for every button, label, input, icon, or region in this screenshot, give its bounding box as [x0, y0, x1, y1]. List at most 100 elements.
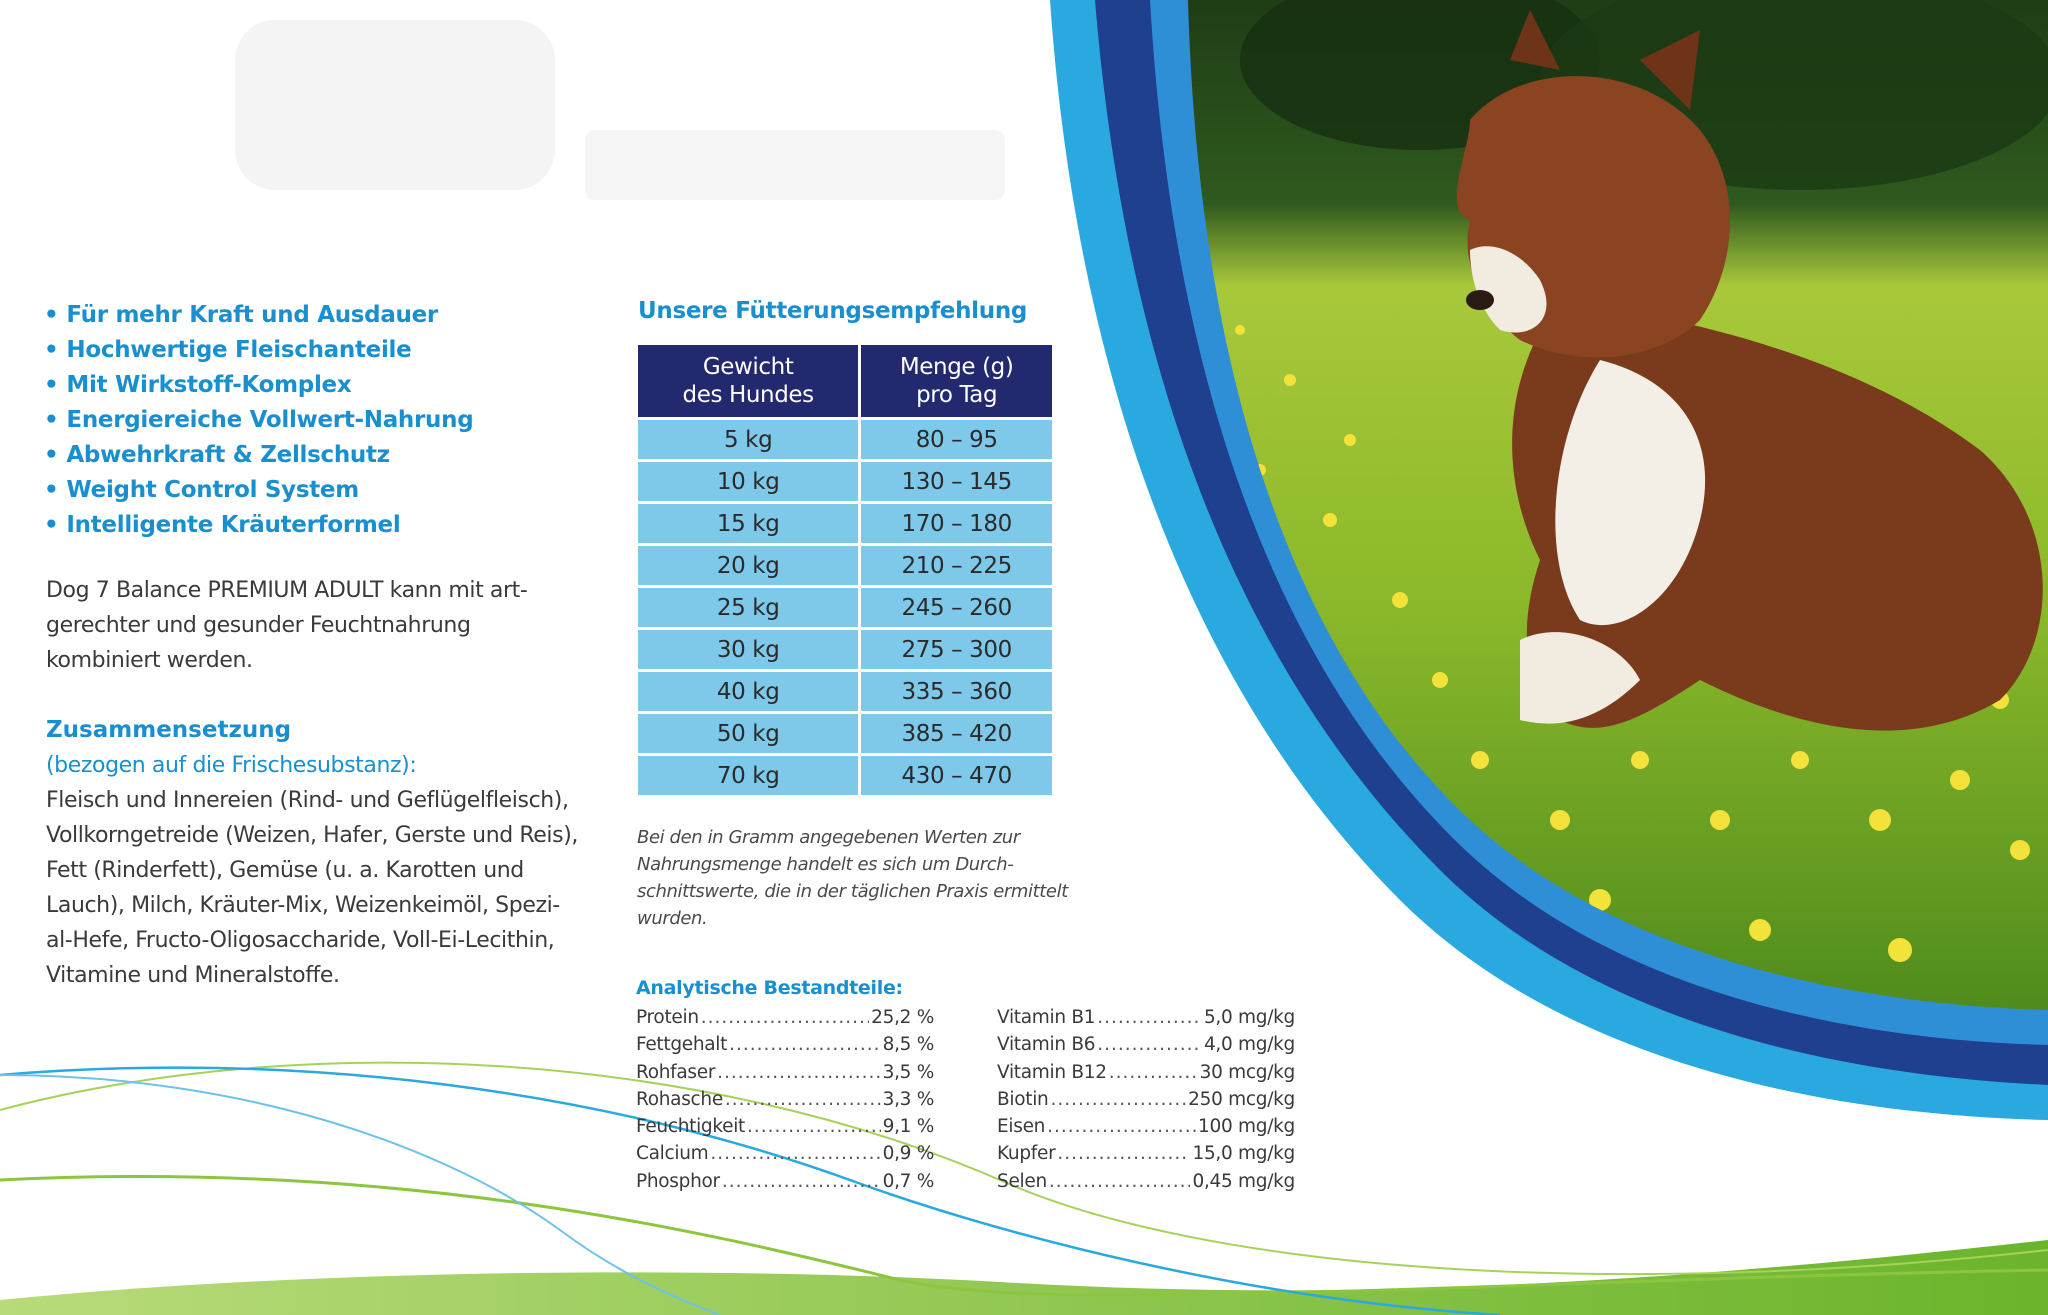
feature-text: Mit Wirkstoff-Komplex: [66, 372, 352, 398]
nutrient-value: 5,0 mg/kg: [1203, 1007, 1295, 1028]
nutrient-value: 30 mcg/kg: [1199, 1061, 1296, 1083]
nutrient-name: Vitamin B1: [997, 1007, 1096, 1028]
nutrient-name: Biotin: [997, 1088, 1049, 1110]
feature-item: • Energiereiche Vollwert-Nahrung: [44, 403, 474, 438]
composition-line: al-Hefe, Fructo-Oligosaccharide, Voll-Ei…: [46, 928, 555, 953]
dot-leader: [710, 1140, 880, 1167]
faint-print-mark: [235, 20, 555, 190]
composition-line: Fett (Rinderfett), Gemüse (u. a. Karotte…: [46, 858, 524, 883]
intro-line: Dog 7 Balance PREMIUM ADULT kann mit art…: [46, 578, 528, 603]
feeding-title: Unsere Fütterungsempfehlung: [638, 298, 1028, 324]
weight-cell: 20 kg: [638, 546, 859, 585]
note-line: wurden.: [637, 908, 708, 929]
dot-leader: [747, 1113, 881, 1140]
table-row: 40 kg 335 – 360: [638, 672, 1052, 711]
nutrient-value: 3,5 %: [882, 1061, 935, 1083]
nutrient-value: 0,7 %: [882, 1170, 935, 1192]
nutrient-value: 15,0 mg/kg: [1192, 1143, 1295, 1165]
nutrient-name: Phosphor: [636, 1170, 720, 1192]
composition-subtitle: (bezogen auf die Frischesubstanz):: [46, 753, 417, 778]
green-wave-band: [0, 1240, 2048, 1315]
amount-cell: 210 – 225: [861, 546, 1052, 585]
dot-leader: [729, 1031, 881, 1058]
nutrient-name: Vitamin B6: [997, 1034, 1096, 1056]
dot-leader: [1049, 1168, 1191, 1195]
intro-line: kombiniert werden.: [46, 648, 253, 673]
feeding-table: Gewicht des Hundes Menge (g) pro Tag 5 k…: [635, 342, 1055, 798]
green-wave-line: [0, 1061, 2048, 1276]
list-item: Kupfer 15,0 mg/kg: [997, 1140, 1295, 1167]
feature-item: • Für mehr Kraft und Ausdauer: [44, 298, 473, 333]
list-item: Rohasche 3,3 %: [636, 1086, 934, 1113]
feature-item: • Hochwertige Fleischanteile: [44, 333, 473, 368]
nutrient-name: Selen: [997, 1170, 1047, 1192]
dot-leader: [1097, 1031, 1202, 1058]
nutrient-value: 100 mg/kg: [1198, 1116, 1295, 1138]
weight-cell: 25 kg: [638, 588, 859, 627]
analytical-list-right: Vitamin B15,0 mg/kg Vitamin B64,0 mg/kg …: [997, 1004, 1295, 1195]
analytical-title: Analytische Bestandteile:: [636, 977, 903, 999]
weight-cell: 30 kg: [638, 630, 859, 669]
bullet-glyph: •: [44, 442, 59, 468]
nutrient-name: Feuchtigkeit: [636, 1116, 745, 1138]
note-line: Nahrungsmenge handelt es sich um Durch-: [637, 854, 1014, 875]
feature-text: Intelligente Kräuterformel: [66, 512, 401, 538]
intro-paragraph: Dog 7 Balance PREMIUM ADULT kann mit art…: [46, 573, 566, 678]
dot-leader: [1050, 1086, 1186, 1113]
weight-cell: 50 kg: [638, 714, 859, 753]
list-item: Eisen 100 mg/kg: [997, 1113, 1295, 1140]
nutrient-value: 9,1 %: [882, 1116, 935, 1138]
list-item: Feuchtigkeit 9,1 %: [636, 1113, 934, 1140]
feature-text: Abwehrkraft & Zellschutz: [66, 442, 390, 468]
nutrient-name: Calcium: [636, 1143, 709, 1165]
feature-text: Für mehr Kraft und Ausdauer: [66, 302, 438, 328]
table-row: 10 kg 130 – 145: [638, 462, 1052, 501]
amount-cell: 275 – 300: [861, 630, 1052, 669]
nutrient-value: 4,0 mg/kg: [1203, 1034, 1295, 1056]
bullet-glyph: •: [44, 372, 59, 398]
nutrient-name: Kupfer: [997, 1143, 1056, 1165]
list-item: Phosphor 0,7 %: [636, 1168, 934, 1195]
nutrient-name: Eisen: [997, 1116, 1046, 1138]
header-amount: Menge (g) pro Tag: [861, 345, 1052, 417]
composition-line: Vollkorngetreide (Weizen, Hafer, Gerste …: [46, 823, 578, 848]
table-row: 70 kg 430 – 470: [638, 756, 1052, 795]
list-item: Fettgehalt 8,5 %: [636, 1031, 934, 1058]
header-weight-line: des Hundes: [682, 382, 815, 408]
list-item: Protein 25,2 %: [636, 1004, 934, 1031]
list-item: Selen 0,45 mg/kg: [997, 1168, 1295, 1195]
feature-text: Energiereiche Vollwert-Nahrung: [66, 407, 474, 433]
dot-leader: [1109, 1059, 1198, 1086]
dot-leader: [1047, 1113, 1196, 1140]
note-line: Bei den in Gramm angegebenen Werten zur: [637, 827, 1020, 848]
list-item: Vitamin B6 4,0 mg/kg: [997, 1031, 1295, 1058]
dot-leader: [725, 1086, 881, 1113]
dog-photo: [1188, 0, 2048, 1010]
feature-text: Hochwertige Fleischanteile: [66, 337, 412, 363]
bullet-glyph: •: [44, 337, 59, 363]
header-weight: Gewicht des Hundes: [638, 345, 859, 417]
nutrient-value: 0,9 %: [882, 1143, 935, 1165]
feature-text: Weight Control System: [66, 477, 359, 503]
header-amount-line: Menge (g): [899, 354, 1014, 380]
table-row: 50 kg 385 – 420: [638, 714, 1052, 753]
list-item: Biotin 250 mcg/kg: [997, 1086, 1295, 1113]
bullet-glyph: •: [44, 512, 59, 538]
nutrient-value: 25,2 %: [871, 1007, 934, 1028]
header-amount-line: pro Tag: [916, 382, 998, 408]
amount-cell: 170 – 180: [861, 504, 1052, 543]
faint-print-mark: [585, 130, 1005, 200]
list-item: Rohfaser 3,5 %: [636, 1059, 934, 1086]
weight-cell: 5 kg: [638, 420, 859, 459]
feature-item: • Intelligente Kräuterformel: [44, 508, 473, 543]
weight-cell: 15 kg: [638, 504, 859, 543]
feature-item: • Weight Control System: [44, 473, 473, 508]
dot-leader: [1057, 1140, 1190, 1167]
nutrient-name: Fettgehalt: [636, 1034, 728, 1056]
weight-cell: 10 kg: [638, 462, 859, 501]
composition-line: Vitamine und Mineralstoffe.: [46, 963, 340, 988]
weight-cell: 40 kg: [638, 672, 859, 711]
feature-item: • Abwehrkraft & Zellschutz: [44, 438, 473, 473]
table-row: 30 kg 275 – 300: [638, 630, 1052, 669]
